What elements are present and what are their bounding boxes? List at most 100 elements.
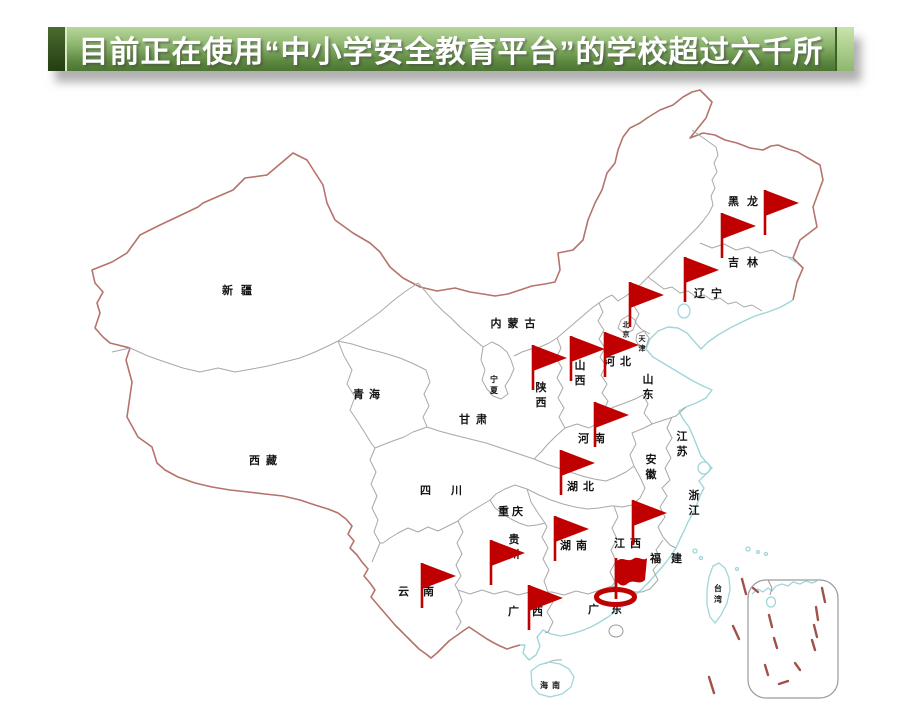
flag-hebei bbox=[603, 332, 639, 377]
border-hebei-shandong bbox=[602, 394, 687, 425]
flag-heilongjiang-2 bbox=[720, 213, 756, 258]
flag-guangxi bbox=[527, 585, 563, 630]
hainan-island bbox=[530, 661, 575, 698]
border-qinghai-sichuan bbox=[374, 426, 428, 449]
flag-pennant bbox=[491, 540, 525, 566]
nine-dash-segment bbox=[814, 605, 820, 622]
border-zhejiang-fujian bbox=[657, 506, 677, 549]
province-label-qinghai: 青海 bbox=[353, 387, 385, 401]
border-shaanxi-hubei bbox=[533, 427, 566, 460]
border-hebei-shanxi bbox=[597, 302, 609, 413]
border-henan-anhui bbox=[629, 423, 653, 467]
flag-shanxi bbox=[569, 336, 605, 381]
border-sichuan-guizhou bbox=[457, 499, 491, 522]
border-hubei-anhui-jiangxi bbox=[613, 465, 646, 508]
islands bbox=[530, 255, 798, 698]
nine-dash-segment bbox=[740, 577, 748, 596]
coastline bbox=[520, 299, 794, 661]
flag-banner bbox=[616, 557, 647, 586]
province-label-heilongjiang: 黑龙 bbox=[728, 194, 766, 208]
flag-pennant bbox=[533, 345, 567, 371]
border-xinjiang-south bbox=[111, 340, 339, 373]
nine-dash-segment bbox=[751, 586, 760, 594]
flag-jilin bbox=[683, 257, 719, 302]
province-label-jiangsu: 江苏 bbox=[677, 429, 688, 458]
tumen-river bbox=[785, 255, 798, 264]
inset-hainan bbox=[765, 596, 777, 608]
border-ningxia bbox=[480, 341, 515, 400]
province-label-neimenggu: 内蒙古 bbox=[491, 316, 542, 330]
province-label-hunan: 湖南 bbox=[560, 538, 592, 552]
flag-hubei bbox=[559, 450, 595, 495]
border-xinjiang-gansu bbox=[337, 282, 419, 342]
small-island-5 bbox=[763, 551, 769, 557]
border-gansu-neimenggu bbox=[417, 282, 484, 348]
flag-pennant bbox=[529, 585, 563, 611]
flag-pennant bbox=[561, 450, 595, 476]
province-label-shandong: 山东 bbox=[643, 372, 654, 401]
flag-pennant bbox=[605, 332, 639, 358]
province-label-shanxi: 山西 bbox=[575, 358, 586, 387]
border-tianjin bbox=[635, 330, 650, 348]
title-banner: 目前正在使用“中小学安全教育平台”的学校超过六千所 bbox=[48, 27, 854, 71]
nine-dash-segment bbox=[763, 663, 770, 677]
province-label-liaoning: 辽宁 bbox=[694, 286, 728, 300]
province-label-ningxia: 宁夏 bbox=[489, 374, 499, 395]
province-label-shaanxi: 陕西 bbox=[536, 380, 547, 409]
border-hunan-jiangxi bbox=[609, 505, 619, 587]
border-hubei-hunan bbox=[526, 488, 614, 510]
province-label-hubei: 湖北 bbox=[567, 479, 599, 493]
nine-dash-segment bbox=[820, 586, 827, 604]
nine-dash-segment bbox=[731, 624, 741, 641]
liaodong-bay bbox=[677, 303, 691, 319]
hongkong-marker bbox=[608, 624, 624, 638]
flag-hunan bbox=[553, 516, 589, 561]
province-label-zhejiang: 浙江 bbox=[689, 488, 700, 517]
border-guizhou-yunnan bbox=[454, 520, 464, 591]
inset-border-line bbox=[767, 579, 773, 596]
province-label-fujian: 福建 bbox=[649, 551, 692, 565]
flag-guizhou bbox=[489, 540, 525, 585]
flag-heilongjiang-1 bbox=[763, 190, 799, 235]
flag-yunnan bbox=[420, 563, 456, 608]
nine-dash-segment bbox=[793, 661, 802, 672]
province-borders bbox=[111, 129, 794, 665]
flag-pennant bbox=[722, 213, 756, 239]
small-island-2 bbox=[698, 555, 704, 561]
flag-pennant bbox=[633, 500, 667, 526]
small-island-1 bbox=[692, 548, 698, 554]
border-chongqing-hunan bbox=[526, 488, 546, 524]
border-anhui-jiangsu bbox=[664, 416, 673, 481]
province-labels: 新疆西藏青海甘肃宁夏内蒙古陕西山西河北北京天津山东河南黑龙吉林辽宁江苏安徽浙江湖… bbox=[222, 194, 766, 690]
flag-pennant bbox=[571, 336, 605, 362]
nine-dash-segment bbox=[812, 623, 819, 639]
small-island-3 bbox=[745, 546, 751, 552]
border-yunnan-guangxi bbox=[455, 589, 463, 631]
nine-dash-segment bbox=[767, 613, 774, 629]
border-qinghai-north bbox=[337, 340, 431, 428]
inset-coastline bbox=[751, 580, 818, 595]
taiwan-island bbox=[706, 562, 731, 625]
province-label-gansu: 甘肃 bbox=[459, 412, 493, 426]
flag-pennant bbox=[595, 402, 629, 428]
nine-dash-segment bbox=[810, 638, 817, 652]
border-sichuan-north bbox=[426, 426, 535, 460]
nine-dash-segment bbox=[777, 679, 790, 686]
flag-pennant bbox=[422, 563, 456, 589]
province-label-jilin: 吉林 bbox=[728, 255, 766, 269]
border-tibet-sichuan bbox=[369, 447, 381, 563]
province-label-tianjin: 天津 bbox=[639, 334, 647, 352]
province-label-chongqing: 重庆 bbox=[498, 504, 526, 518]
province-label-anhui: 安徽 bbox=[645, 452, 658, 481]
province-label-jiangxi: 江西 bbox=[614, 536, 646, 550]
province-label-xinjiang: 新疆 bbox=[222, 283, 260, 297]
border-qinghai-tibet bbox=[337, 340, 376, 449]
inset-box bbox=[747, 579, 839, 699]
taihu-lake bbox=[697, 461, 711, 475]
border-hunan-guizhou bbox=[541, 522, 550, 593]
flag-guangdong bbox=[594, 557, 647, 607]
title-text: 目前正在使用“中小学安全教育平台”的学校超过六千所 bbox=[78, 36, 824, 69]
south-china-sea-inset bbox=[747, 579, 839, 699]
flag-pennant bbox=[630, 282, 664, 308]
